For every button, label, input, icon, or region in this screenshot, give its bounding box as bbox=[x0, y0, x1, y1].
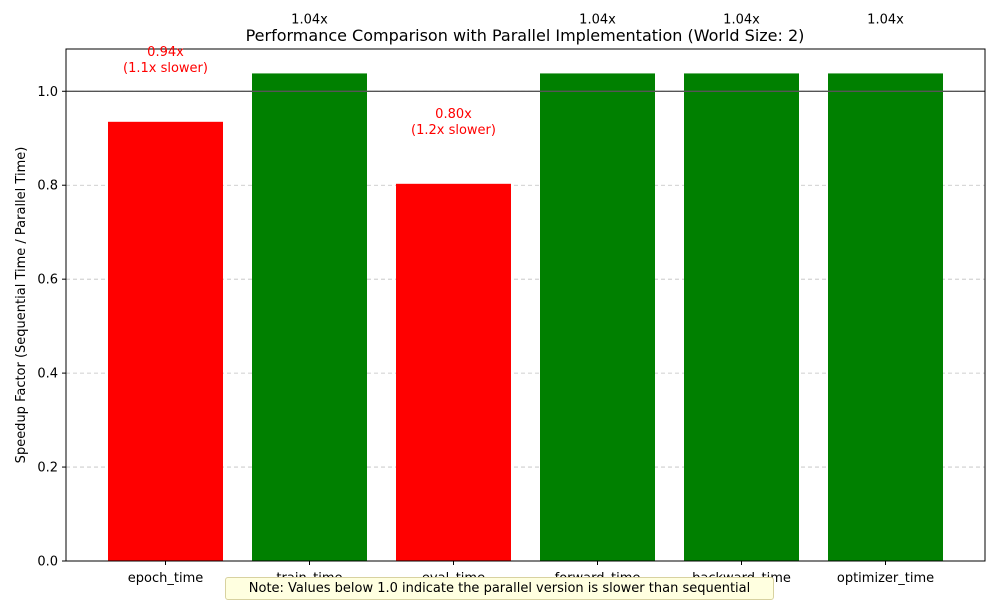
bar-train_time bbox=[252, 73, 367, 561]
data-sublabel: (1.2x slower) bbox=[411, 123, 496, 138]
bar-backward_time bbox=[684, 73, 799, 561]
y-axis-label: Speedup Factor (Sequential Time / Parall… bbox=[14, 147, 29, 464]
bar-optimizer_time bbox=[828, 73, 943, 561]
data-label: 1.04x bbox=[723, 12, 760, 27]
x-tick-label: optimizer_time bbox=[837, 571, 934, 586]
data-label: 0.80x bbox=[435, 107, 472, 122]
data-label: 1.04x bbox=[867, 12, 904, 27]
bar-forward_time bbox=[540, 73, 655, 561]
bar-eval_time bbox=[396, 183, 511, 561]
bars bbox=[108, 73, 943, 561]
bar-epoch_time bbox=[108, 121, 223, 561]
x-tick-label: epoch_time bbox=[128, 571, 203, 586]
data-label: 1.04x bbox=[291, 12, 328, 27]
y-ticks: 0.0 0.2 0.4 0.6 0.8 1.0 bbox=[37, 85, 66, 570]
y-tick-label: 0.2 bbox=[37, 461, 58, 476]
plot-frame bbox=[65, 48, 986, 562]
bar-labels: 0.94x(1.1x slower) 1.04x 0.80x(1.2x slower… bbox=[123, 12, 904, 137]
data-sublabel: (1.1x slower) bbox=[123, 61, 208, 76]
y-tick-label: 0.4 bbox=[37, 367, 58, 382]
note-box: Note: Values below 1.0 indicate the para… bbox=[225, 577, 774, 600]
data-label: 1.04x bbox=[579, 12, 616, 27]
y-tick-label: 1.0 bbox=[37, 85, 58, 100]
y-tick-label: 0.0 bbox=[37, 555, 58, 570]
chart-title: Performance Comparison with Parallel Imp… bbox=[246, 26, 805, 45]
y-tick-label: 0.8 bbox=[37, 179, 58, 194]
data-label: 0.94x bbox=[147, 45, 184, 60]
y-tick-label: 0.6 bbox=[37, 273, 58, 288]
